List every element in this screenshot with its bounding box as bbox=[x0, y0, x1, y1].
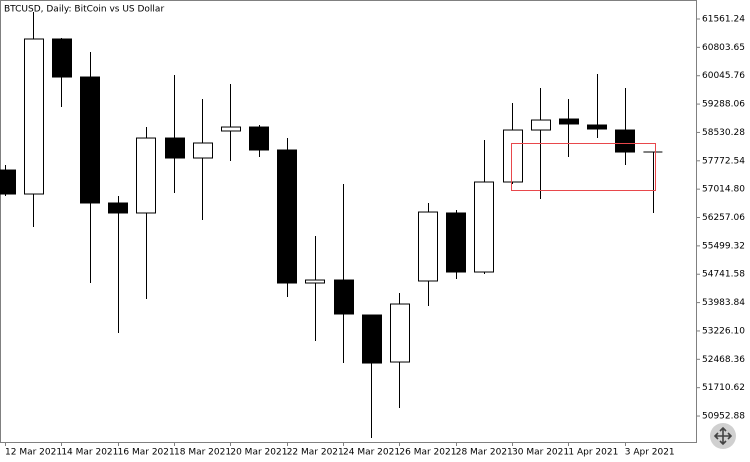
candle-body bbox=[305, 279, 325, 284]
y-tick-label: 51710.62 bbox=[702, 383, 745, 393]
candle-body bbox=[52, 38, 72, 78]
y-tick-label: 60803.65 bbox=[702, 43, 745, 53]
candle-body bbox=[24, 38, 44, 195]
candle-body bbox=[334, 279, 354, 315]
candle-body bbox=[474, 181, 494, 273]
x-tick-label: 26 Mar 2021 bbox=[399, 448, 456, 458]
candle-body bbox=[80, 76, 100, 204]
x-tick-label: 3 Apr 2021 bbox=[625, 448, 675, 458]
y-tick-label: 52468.36 bbox=[702, 355, 745, 365]
y-tick-label: 54741.58 bbox=[702, 270, 745, 280]
candle-body bbox=[390, 303, 410, 363]
candle-body bbox=[221, 126, 241, 132]
y-tick-label: 53983.84 bbox=[702, 298, 745, 308]
x-tick-label: 18 Mar 2021 bbox=[174, 448, 231, 458]
drag-icon[interactable] bbox=[710, 423, 736, 449]
y-tick-label: 59288.06 bbox=[702, 100, 745, 110]
chart-title: BTCUSD, Daily: BitCoin vs US Dollar bbox=[4, 5, 164, 15]
candle-body bbox=[249, 126, 269, 151]
y-tick-label: 58530.28 bbox=[702, 128, 745, 138]
y-tick-label: 50952.88 bbox=[702, 412, 745, 422]
x-tick-label: 30 Mar 2021 bbox=[512, 448, 569, 458]
candle-body bbox=[418, 211, 438, 282]
x-tick-label: 24 Mar 2021 bbox=[343, 448, 400, 458]
y-tick-label: 55499.32 bbox=[702, 241, 745, 251]
candle-body bbox=[503, 129, 523, 183]
candle-body bbox=[587, 124, 607, 130]
candle-body bbox=[615, 129, 635, 153]
plot-frame bbox=[0, 0, 697, 443]
rectangle-object bbox=[511, 143, 656, 191]
candle-body bbox=[277, 149, 297, 284]
x-tick-label: 16 Mar 2021 bbox=[118, 448, 175, 458]
x-tick-label: 12 Mar 2021 bbox=[5, 448, 62, 458]
candle-body bbox=[559, 118, 579, 125]
x-tick-label: 14 Mar 2021 bbox=[61, 448, 118, 458]
candle-body bbox=[165, 137, 185, 159]
y-tick-label: 53226.10 bbox=[702, 326, 745, 336]
y-tick-label: 60045.76 bbox=[702, 71, 745, 81]
y-tick-label: 56257.06 bbox=[702, 213, 745, 223]
candle-body bbox=[531, 119, 551, 131]
candle-body bbox=[446, 212, 466, 273]
y-tick-label: 61561.24 bbox=[702, 15, 745, 25]
y-tick-label: 57014.80 bbox=[702, 185, 745, 195]
y-tick-label: 57772.54 bbox=[702, 156, 745, 166]
x-tick-label: 20 Mar 2021 bbox=[230, 448, 287, 458]
x-tick-label: 22 Mar 2021 bbox=[287, 448, 344, 458]
candle-body bbox=[362, 314, 382, 364]
candle-body bbox=[0, 169, 16, 195]
x-tick-label: 28 Mar 2021 bbox=[456, 448, 513, 458]
x-tick-label: 1 Apr 2021 bbox=[568, 448, 618, 458]
drag-arrows[interactable] bbox=[713, 426, 733, 446]
candle-body bbox=[108, 202, 128, 214]
candle-body bbox=[136, 137, 156, 214]
candle-body bbox=[193, 142, 213, 159]
